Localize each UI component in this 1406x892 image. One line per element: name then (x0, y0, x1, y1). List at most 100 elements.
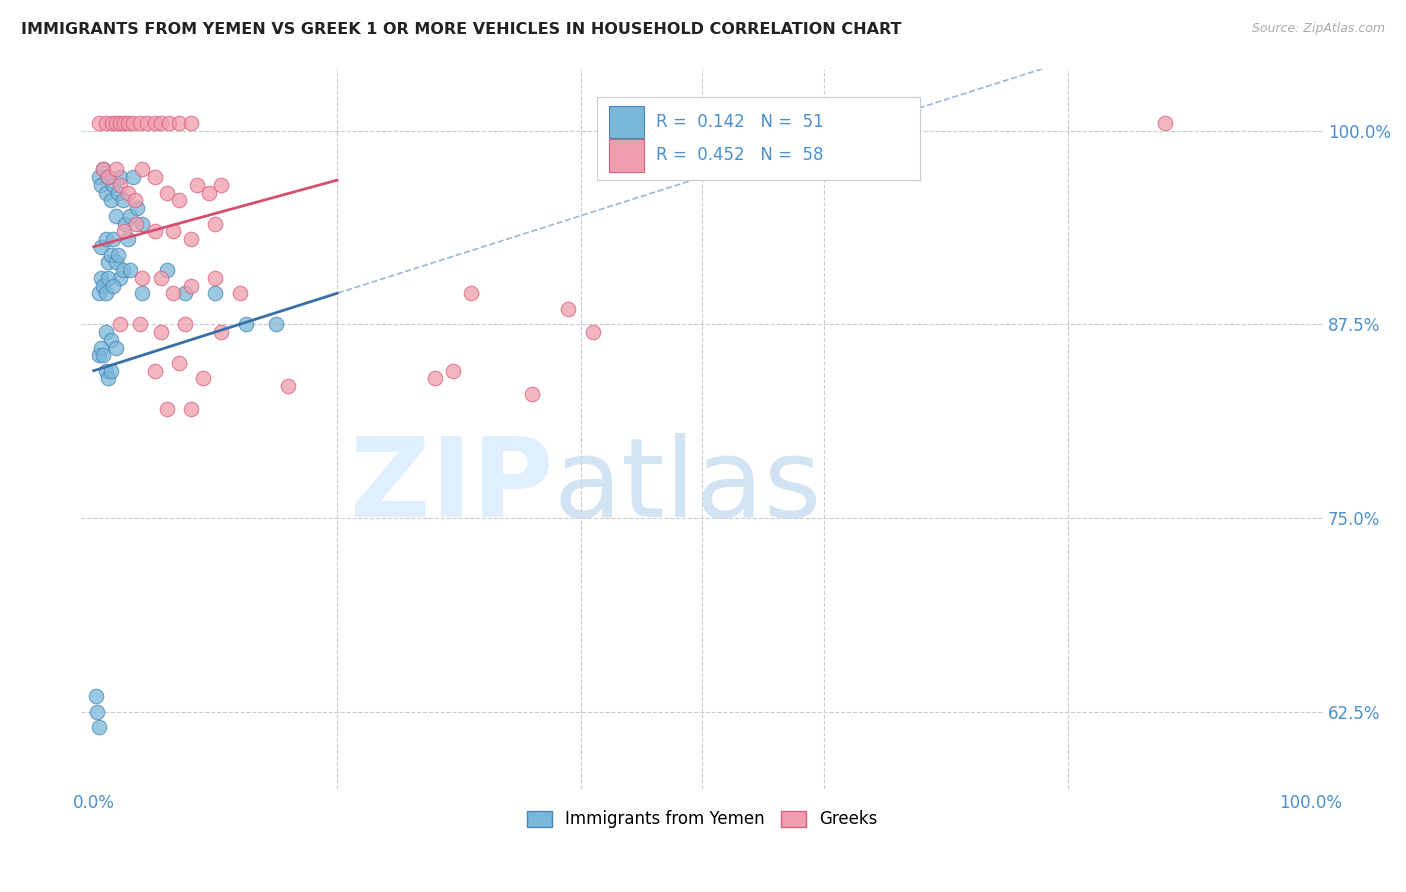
Point (198, 186, 221, 200)
Point (174, 318, 197, 332)
Point (93, 348, 115, 362)
Text: R =  0.142   N =  51: R = 0.142 N = 51 (657, 113, 824, 131)
Point (97, 270, 120, 285)
Point (107, 186, 129, 200)
Point (117, 186, 139, 200)
Point (131, 162, 153, 177)
Point (1154, 116, 1177, 130)
Point (143, 116, 166, 130)
Point (460, 286, 482, 301)
Point (129, 318, 152, 332)
Point (180, 232, 202, 246)
Point (441, 364, 464, 378)
Point (162, 224, 184, 238)
Point (97, 371, 120, 385)
Point (112, 116, 135, 130)
Point (124, 194, 146, 208)
Point (110, 270, 132, 285)
Point (97, 255, 120, 269)
Point (93, 162, 115, 177)
Point (204, 286, 226, 301)
Point (121, 169, 143, 184)
Point (84, 690, 107, 704)
Point (117, 232, 139, 246)
Point (582, 325, 605, 339)
Bar (609, 106, 644, 138)
Point (157, 116, 180, 130)
Point (110, 178, 132, 192)
Point (557, 301, 579, 316)
Point (94, 325, 117, 339)
Point (107, 247, 129, 261)
Point (87, 116, 110, 130)
Point (235, 318, 257, 332)
Point (125, 217, 148, 231)
Point (94, 232, 117, 246)
Point (86, 705, 108, 719)
Point (87, 720, 110, 734)
Point (131, 217, 153, 231)
Point (94, 186, 117, 200)
Point (129, 116, 152, 130)
Point (520, 387, 543, 401)
Point (93, 278, 115, 293)
Point (229, 286, 252, 301)
Point (110, 116, 132, 130)
Text: ZIP: ZIP (350, 433, 554, 540)
Point (93, 162, 115, 177)
Point (114, 217, 136, 231)
Point (180, 278, 202, 293)
Point (162, 286, 184, 301)
Point (186, 178, 208, 192)
Point (156, 402, 179, 417)
Point (100, 333, 122, 347)
Point (112, 224, 135, 238)
Point (87, 169, 110, 184)
Point (110, 318, 132, 332)
Point (110, 169, 132, 184)
Point (111, 263, 134, 277)
Point (104, 162, 127, 177)
Point (167, 356, 190, 370)
Point (174, 286, 197, 301)
Point (131, 270, 153, 285)
Point (180, 402, 202, 417)
Point (90, 178, 112, 192)
Point (193, 371, 215, 385)
Point (211, 325, 233, 339)
Point (101, 178, 124, 192)
Point (111, 194, 134, 208)
Point (264, 318, 287, 332)
Point (97, 169, 120, 184)
Point (97, 169, 120, 184)
Point (90, 270, 112, 285)
Point (180, 116, 202, 130)
Point (136, 116, 159, 130)
Point (104, 255, 127, 269)
FancyBboxPatch shape (596, 97, 920, 180)
Point (120, 209, 142, 223)
Point (149, 116, 172, 130)
Point (94, 116, 117, 130)
Bar (609, 139, 644, 171)
Point (87, 286, 110, 301)
Point (94, 364, 117, 378)
Point (127, 201, 149, 215)
Point (87, 348, 110, 362)
Point (143, 224, 166, 238)
Point (117, 116, 139, 130)
Text: IMMIGRANTS FROM YEMEN VS GREEK 1 OR MORE VEHICLES IN HOUSEHOLD CORRELATION CHART: IMMIGRANTS FROM YEMEN VS GREEK 1 OR MORE… (21, 22, 901, 37)
Point (156, 263, 179, 277)
Point (101, 116, 124, 130)
Point (143, 364, 166, 378)
Point (143, 169, 166, 184)
Legend: Immigrants from Yemen, Greeks: Immigrants from Yemen, Greeks (520, 804, 884, 835)
Point (90, 240, 112, 254)
Text: atlas: atlas (554, 433, 823, 540)
Point (204, 217, 226, 231)
Point (204, 270, 226, 285)
Text: Source: ZipAtlas.com: Source: ZipAtlas.com (1251, 22, 1385, 36)
Point (101, 278, 124, 293)
Point (149, 270, 172, 285)
Point (100, 194, 122, 208)
